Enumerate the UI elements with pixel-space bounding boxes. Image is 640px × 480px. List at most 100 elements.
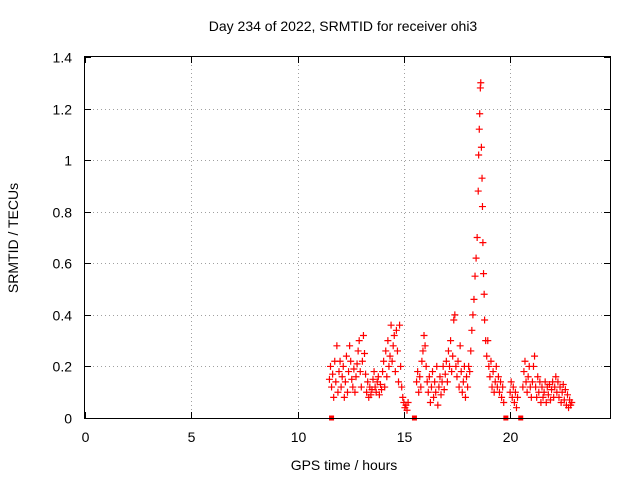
data-point <box>357 383 365 391</box>
data-point <box>455 383 463 391</box>
data-point <box>333 342 341 350</box>
x-axis-label: GPS time / hours <box>291 457 398 473</box>
data-point <box>380 357 388 365</box>
data-point <box>361 350 369 358</box>
data-point <box>339 362 347 370</box>
data-point <box>563 391 571 399</box>
x-tick-label: 20 <box>503 429 519 445</box>
data-point <box>440 386 448 394</box>
data-point <box>421 342 429 350</box>
data-point <box>443 378 451 386</box>
data-point <box>509 383 517 391</box>
data-point <box>453 373 461 381</box>
data-point <box>524 373 532 381</box>
data-point <box>531 352 539 360</box>
data-point <box>350 365 358 373</box>
data-point <box>363 388 371 396</box>
data-point <box>418 357 426 365</box>
data-point <box>465 362 473 370</box>
data-point <box>415 388 423 396</box>
data-point <box>420 331 428 339</box>
data-point <box>521 357 529 365</box>
data-point <box>348 375 356 383</box>
axis-ticks: 0 5 10 15 20 0 0.2 0.4 0.6 0.8 1 1.2 1.4 <box>53 50 610 445</box>
data-point <box>344 388 351 396</box>
data-point <box>393 347 401 355</box>
data-point <box>375 391 383 399</box>
data-point <box>354 347 362 355</box>
data-point <box>519 383 527 391</box>
data-point <box>511 388 519 396</box>
data-point <box>475 151 483 159</box>
data-point <box>447 337 455 345</box>
data-point <box>329 370 337 378</box>
data-point <box>485 362 493 370</box>
data-point <box>468 326 476 334</box>
data-point <box>391 368 399 376</box>
data-point <box>534 373 542 381</box>
data-point <box>371 383 379 391</box>
data-point <box>425 373 433 381</box>
y-axis-label: SRMTID / TECUs <box>5 183 21 293</box>
data-point <box>389 342 397 350</box>
data-point <box>454 357 462 365</box>
data-point <box>390 331 398 339</box>
data-point <box>328 383 336 391</box>
data-point <box>433 362 441 370</box>
data-point <box>367 391 375 399</box>
data-point <box>355 337 363 345</box>
data-point <box>430 393 438 401</box>
data-point <box>376 380 384 388</box>
data-point <box>436 373 444 381</box>
data-point <box>561 386 569 394</box>
data-point <box>429 368 437 376</box>
data-point <box>489 368 497 376</box>
data-point <box>382 347 390 355</box>
data-point <box>497 378 505 386</box>
data-point <box>386 352 394 360</box>
data-point <box>457 368 465 376</box>
data-point <box>487 357 495 365</box>
data-point <box>466 368 474 376</box>
data-point <box>370 368 378 376</box>
data-point <box>336 357 344 365</box>
data-point <box>404 399 412 407</box>
data-point <box>340 393 348 401</box>
data-point <box>484 337 492 345</box>
data-point <box>398 383 406 391</box>
data-point <box>399 393 407 401</box>
data-point <box>529 362 537 370</box>
data-point <box>461 393 469 401</box>
data-point <box>422 362 430 370</box>
data-point <box>432 388 440 396</box>
data-point <box>325 375 333 383</box>
data-point <box>337 383 345 391</box>
data-point <box>477 143 485 151</box>
data-point <box>522 378 530 386</box>
data-point <box>358 357 366 365</box>
data-point <box>392 326 400 334</box>
chart-title: Day 234 of 2022, SRMTID for receiver ohi… <box>209 18 478 34</box>
data-point <box>427 383 435 391</box>
x-tick-label: 10 <box>291 429 307 445</box>
data-point <box>342 352 350 360</box>
data-point <box>434 401 442 409</box>
data-point <box>388 357 396 365</box>
data-point <box>459 378 467 386</box>
data-point <box>330 393 338 401</box>
data-point <box>442 357 450 365</box>
data-point <box>374 373 382 381</box>
data-point <box>472 254 480 262</box>
data-point <box>533 393 541 401</box>
data-point <box>480 290 488 298</box>
data-points <box>325 79 576 414</box>
data-point <box>486 373 494 381</box>
data-point <box>426 399 434 407</box>
data-point <box>441 370 449 378</box>
data-point <box>326 362 334 370</box>
data-point <box>413 378 421 386</box>
data-point <box>539 393 547 401</box>
data-point <box>395 378 403 386</box>
data-point <box>479 239 487 247</box>
data-point <box>381 383 389 391</box>
